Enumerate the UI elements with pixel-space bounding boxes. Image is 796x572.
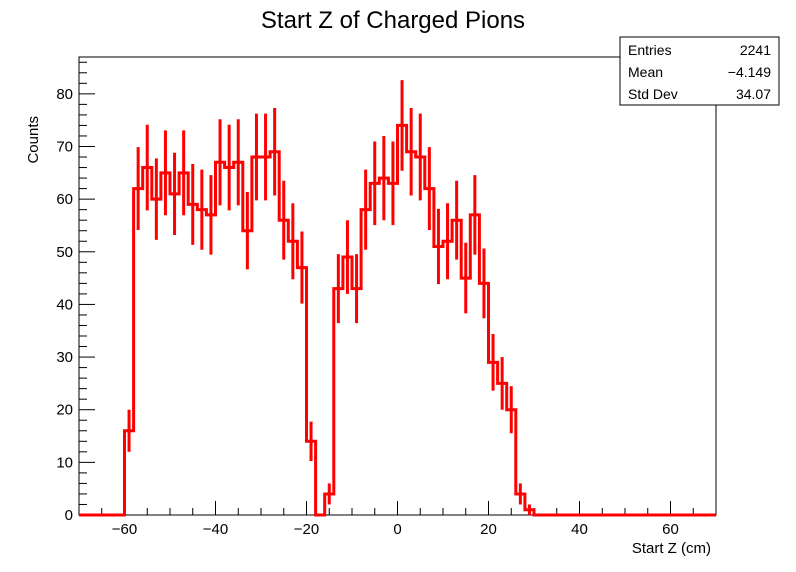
axis-ticks: −60 −40 −20 0 20 40 60 0 10 20 30 40 50 60 70 80 <box>56 61 717 538</box>
x-tick-label: 60 <box>662 521 679 538</box>
x-tick-label: 20 <box>480 521 497 538</box>
stats-label-stddev: Std Dev <box>628 86 678 102</box>
y-tick-label: 20 <box>56 402 73 419</box>
y-tick-label: 40 <box>56 296 73 313</box>
x-axis-label: Start Z (cm) <box>632 540 711 557</box>
stats-label-mean: Mean <box>628 64 663 80</box>
stats-value-mean: −4.149 <box>728 64 771 80</box>
y-tick-label: 0 <box>65 507 73 524</box>
x-tick-label: −40 <box>203 521 228 538</box>
histogram-series <box>79 80 716 517</box>
stats-box-frame <box>619 36 780 106</box>
x-tick-label: −60 <box>112 521 137 538</box>
stats-box: Entries 2241 Mean −4.149 Std Dev 34.07 <box>619 36 780 106</box>
y-tick-label: 70 <box>56 138 73 155</box>
stats-value-entries: 2241 <box>740 42 771 58</box>
x-tick-label: 0 <box>393 521 401 538</box>
y-tick-label: 30 <box>56 349 73 366</box>
y-tick-label: 80 <box>56 86 73 103</box>
y-tick-label: 60 <box>56 191 73 208</box>
y-tick-label: 50 <box>56 244 73 261</box>
y-axis-label: Counts <box>25 116 42 164</box>
y-tick-label: 10 <box>56 454 73 471</box>
x-tick-label: −20 <box>294 521 319 538</box>
stats-label-entries: Entries <box>628 42 672 58</box>
stats-value-stddev: 34.07 <box>736 86 771 102</box>
x-tick-label: 40 <box>571 521 588 538</box>
chart-title: Start Z of Charged Pions <box>261 7 525 34</box>
